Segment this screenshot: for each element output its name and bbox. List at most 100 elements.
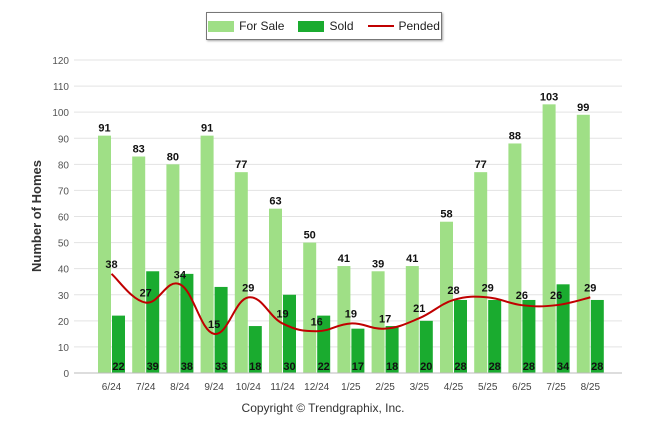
bar-sold [385,326,399,373]
data-label-sold: 18 [386,361,398,373]
x-tick-label: 8/24 [170,382,190,393]
data-label-pended: 19 [345,308,357,320]
legend-item-sold: Sold [298,19,354,33]
data-label-for-sale: 41 [406,253,418,265]
bar-for-sale [303,242,317,373]
x-tick-label: 3/25 [410,382,430,393]
y-tick-label: 90 [58,134,70,145]
data-label-for-sale: 91 [98,123,110,135]
data-label-sold: 34 [557,361,570,373]
data-labels: 91 83 80 91 77 63 50 41 39 41 58 77 88 103 99 22 39 38 33 1… [98,91,603,373]
data-label-sold: 38 [181,361,193,373]
x-tick-label: 6/24 [102,382,122,393]
data-label-sold: 22 [318,361,330,373]
y-tick-label: 10 [58,343,70,354]
x-tick-label: 5/25 [478,382,498,393]
x-tick-label: 12/24 [304,382,329,393]
data-label-pended: 29 [242,282,254,294]
chart-legend: For Sale Sold Pended [206,12,442,40]
data-label-pended: 21 [413,303,425,315]
bar-for-sale [98,135,111,373]
data-label-for-sale: 99 [577,102,589,114]
bar-sold [351,328,365,373]
data-label-pended: 29 [482,282,494,294]
data-label-pended: 28 [447,285,459,297]
bar-for-sale [440,221,453,373]
x-tick-label: 9/24 [204,382,224,393]
x-tick-label: 2/25 [375,382,395,393]
bar-sold [556,284,570,373]
data-label-for-sale: 50 [304,230,316,242]
y-tick-label: 20 [58,317,70,328]
data-label-for-sale: 39 [372,258,384,270]
data-label-pended: 26 [516,290,528,302]
y-tick-label: 60 [58,213,70,224]
copyright-footer: Copyright © Trendgraphix, Inc. [241,401,405,415]
bar-for-sale [200,135,214,373]
bar-for-sale [132,156,146,373]
data-label-sold: 30 [283,361,295,373]
data-label-sold: 28 [489,361,501,373]
x-tick-label: 8/25 [581,382,601,393]
data-label-for-sale: 103 [540,91,558,103]
bar-for-sale [234,172,248,373]
data-label-pended: 29 [584,282,596,294]
x-tick-label: 1/25 [341,382,361,393]
y-tick-label: 120 [52,56,69,67]
legend-label-for-sale: For Sale [239,19,285,33]
x-tick-label: 7/24 [136,382,156,393]
data-label-pended: 26 [550,290,562,302]
x-tick-label: 4/25 [444,382,464,393]
y-tick-label: 80 [58,160,70,171]
bar-sold [590,299,604,373]
y-tick-label: 110 [53,82,69,93]
legend-item-for-sale: For Sale [208,19,284,33]
data-label-sold: 22 [112,361,124,373]
legend-swatch-for-sale [208,20,235,32]
data-label-for-sale: 77 [475,159,487,171]
y-tick-label: 40 [58,265,70,276]
legend-swatch-sold [298,20,325,32]
data-label-pended: 19 [276,308,288,320]
data-label-pended: 17 [379,314,391,326]
data-label-for-sale: 58 [440,209,452,221]
data-label-pended: 27 [140,288,152,300]
x-tick-label: 10/24 [236,382,261,393]
bar-for-sale [371,271,385,373]
data-label-sold: 17 [352,361,364,373]
data-label-for-sale: 80 [167,151,179,163]
legend-swatch-pended [367,25,394,27]
data-label-pended: 38 [105,259,117,271]
data-label-pended: 16 [311,316,323,328]
legend-item-pended: Pended [367,19,440,33]
data-label-for-sale: 77 [235,159,247,171]
bar-for-sale [337,266,351,373]
bar-sold [180,273,194,373]
y-tick-label: 70 [58,186,70,197]
data-label-for-sale: 83 [133,144,145,156]
data-label-for-sale: 41 [338,253,350,265]
bar-sold [146,271,160,373]
axes: 0 10 20 30 40 50 60 70 80 90 100 110 120 6/24 7/24 8/24… [52,56,622,393]
bar-sold [454,299,467,373]
data-label-sold: 33 [215,361,227,373]
bar-sold [248,326,262,373]
bar-for-sale [542,104,556,373]
bar-for-sale [508,143,522,373]
y-tick-label: 100 [52,108,69,119]
y-tick-label: 30 [58,291,70,302]
legend-label-sold: Sold [329,19,354,33]
legend-label-pended: Pended [398,19,440,33]
x-tick-label: 6/25 [512,382,532,393]
bar-for-sale [269,208,282,373]
data-label-sold: 39 [147,361,159,373]
data-label-sold: 28 [454,361,466,373]
bars [98,104,604,374]
x-tick-label: 11/24 [270,382,295,393]
data-label-pended: 34 [174,269,187,281]
data-label-for-sale: 63 [269,196,281,208]
bar-for-sale [576,114,590,374]
pended-line-layer [110,273,591,335]
data-label-sold: 28 [591,361,603,373]
